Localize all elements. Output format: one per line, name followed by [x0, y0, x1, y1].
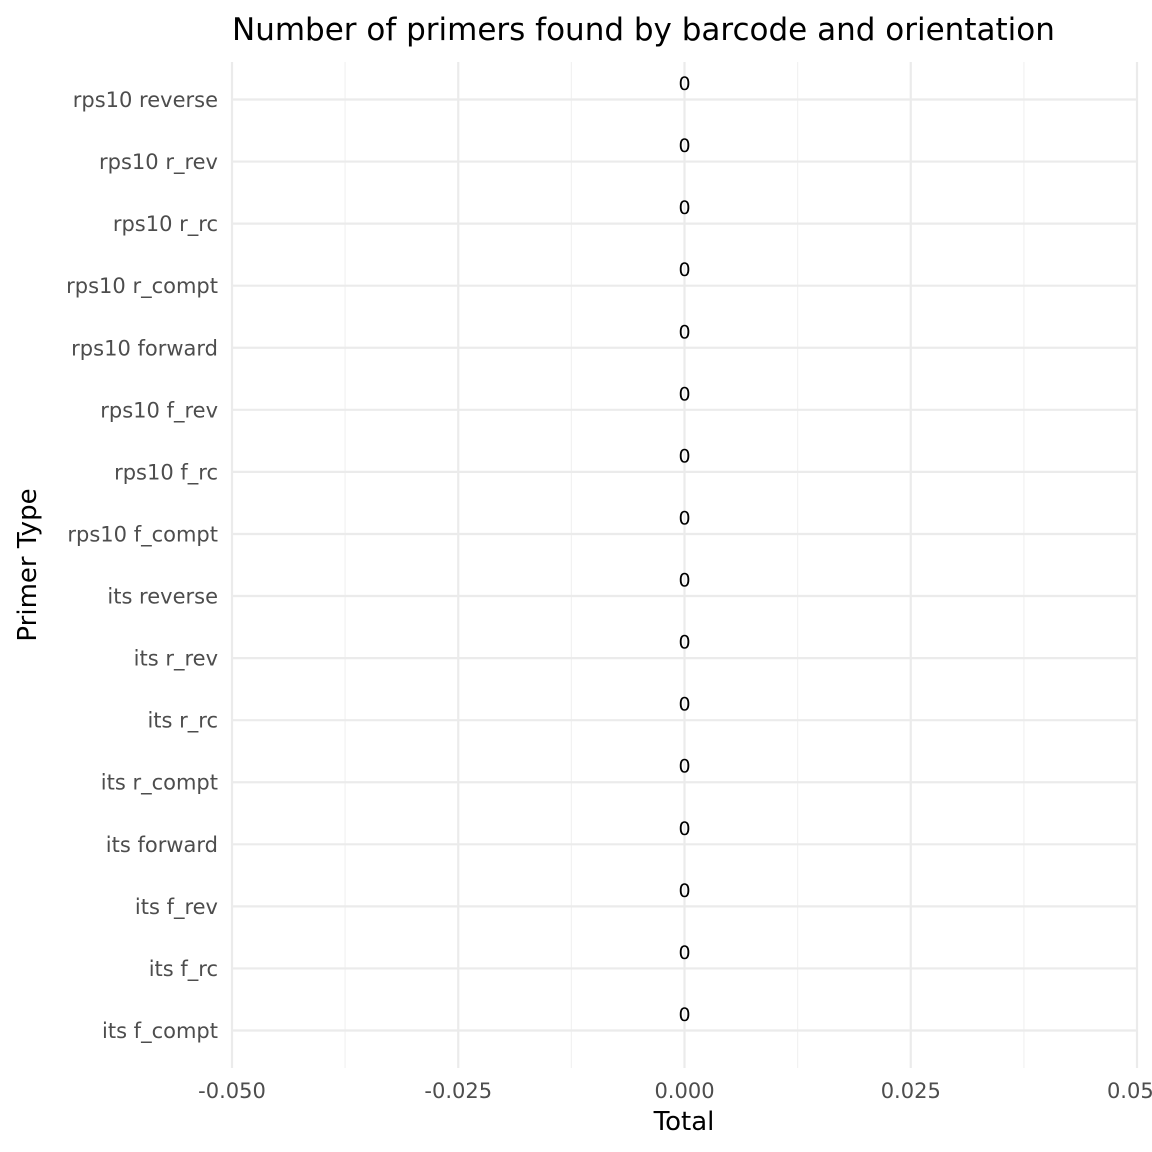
- y-tick-label: rps10 forward: [71, 336, 218, 360]
- y-tick-label: rps10 r_rev: [99, 150, 218, 175]
- data-labels: 0 0 0 0 0 0 0 0 0 0 0 0 0 0 0 0: [678, 73, 690, 1026]
- y-tick-labels: rps10 reverse rps10 r_rev rps10 r_rc rps10 …: [66, 88, 218, 1044]
- x-tick-label: 0.000: [654, 1079, 714, 1103]
- data-label: 0: [678, 880, 690, 902]
- data-label: 0: [678, 507, 690, 529]
- y-tick-label: rps10 f_rc: [114, 460, 218, 485]
- data-label: 0: [678, 942, 690, 964]
- y-tick-label: its reverse: [107, 585, 218, 609]
- x-tick-labels: -0.050 -0.025 0.000 0.025 0.050: [198, 1079, 1152, 1103]
- x-axis-title: Total: [653, 1107, 715, 1137]
- data-label: 0: [678, 73, 690, 95]
- data-label: 0: [678, 259, 690, 281]
- y-tick-label: its r_rev: [134, 647, 218, 672]
- data-label: 0: [678, 1004, 690, 1026]
- x-tick-label: 0.025: [881, 1079, 941, 1103]
- y-tick-label: its f_rev: [135, 895, 218, 920]
- x-tick-label: -0.050: [198, 1079, 266, 1103]
- y-tick-label: its r_compt: [101, 771, 218, 796]
- y-tick-label: rps10 r_compt: [66, 274, 218, 299]
- y-tick-label: its r_rc: [147, 709, 218, 734]
- y-tick-label: rps10 f_rev: [100, 398, 218, 423]
- chart-title: Number of primers found by barcode and o…: [232, 12, 1055, 48]
- x-tick-label: -0.025: [424, 1079, 492, 1103]
- data-label: 0: [678, 694, 690, 716]
- data-label: 0: [678, 135, 690, 157]
- data-label: 0: [678, 445, 690, 467]
- y-tick-label: rps10 f_compt: [67, 522, 218, 547]
- y-tick-label: rps10 r_rc: [113, 212, 218, 237]
- y-tick-label: its f_compt: [102, 1019, 218, 1044]
- data-label: 0: [678, 321, 690, 343]
- y-axis-title: Primer Type: [13, 488, 43, 641]
- grid-lines: [230, 62, 1139, 1068]
- data-label: 0: [678, 383, 690, 405]
- x-tick-label: 0.050: [1107, 1079, 1152, 1103]
- y-tick-label: rps10 reverse: [73, 88, 218, 112]
- data-label: 0: [678, 818, 690, 840]
- data-label: 0: [678, 756, 690, 778]
- data-label: 0: [678, 197, 690, 219]
- y-tick-label: its f_rc: [149, 957, 218, 982]
- y-tick-label: its forward: [106, 833, 218, 857]
- data-label: 0: [678, 570, 690, 592]
- data-label: 0: [678, 632, 690, 654]
